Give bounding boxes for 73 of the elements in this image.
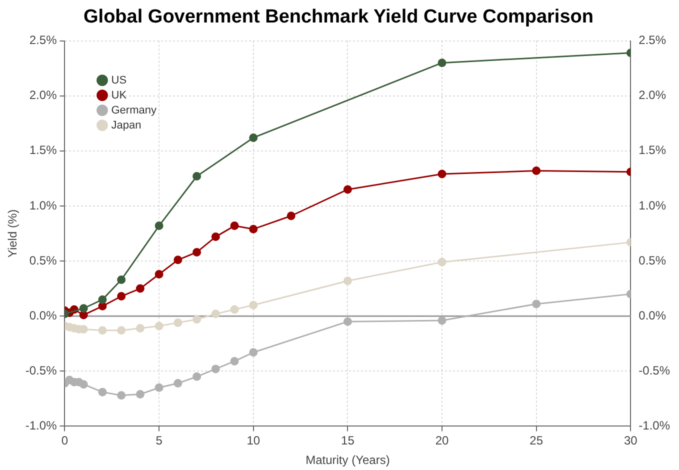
point [154, 270, 164, 278]
y-tick-label: 1.5% [29, 143, 58, 158]
y-axis-title: Yield (%) [6, 209, 20, 258]
y2-tick-label: -1.0% [638, 418, 670, 433]
point [211, 232, 220, 242]
legend-label: Germany [111, 104, 157, 116]
x-tick-label: 5 [156, 434, 163, 448]
point [230, 356, 239, 366]
point [117, 391, 126, 400]
point [249, 133, 258, 142]
point [117, 326, 126, 335]
point [192, 372, 202, 381]
y-tick-label: -1.0% [25, 418, 58, 433]
y2-tick-label: 0.5% [638, 253, 666, 268]
point [343, 185, 352, 194]
point [532, 166, 541, 175]
x-tick-label: 15 [341, 434, 355, 448]
point [174, 379, 182, 388]
y2-tick-label: 1.0% [638, 198, 666, 212]
x-axis-title: Maturity (Years) [306, 453, 390, 468]
point [343, 317, 352, 326]
point [154, 383, 164, 392]
point [230, 305, 239, 314]
x-tick-label: 0 [61, 434, 68, 448]
x-tick-label: 25 [530, 434, 544, 448]
point [154, 222, 164, 230]
point [211, 364, 220, 374]
point [136, 284, 144, 293]
y-tick-label: 2.0% [29, 88, 58, 102]
point [98, 295, 107, 304]
y2-tick-label: 2.5% [638, 33, 666, 48]
x-tick-label: 20 [435, 434, 450, 448]
y2-tick-label: 2.0% [638, 88, 666, 102]
y-tick-label: -0.5% [25, 363, 58, 378]
legend-label: US [111, 74, 127, 86]
point [98, 326, 107, 335]
point [192, 172, 202, 180]
point [117, 276, 126, 284]
point [286, 212, 296, 220]
point [174, 256, 182, 264]
point [174, 318, 182, 327]
point [192, 248, 202, 256]
point [249, 300, 258, 310]
point [438, 316, 446, 325]
y-tick-label: 2.5% [29, 33, 58, 48]
point [249, 348, 258, 357]
point [230, 222, 239, 230]
y-tick-label: 0.5% [29, 253, 58, 268]
point [136, 390, 144, 399]
chart-title: Global Government Benchmark Yield Curve Comparison [84, 6, 594, 28]
point [438, 170, 446, 178]
y-tick-label: 0.0% [29, 308, 58, 322]
point [438, 58, 446, 68]
point [154, 322, 164, 330]
point [79, 304, 88, 313]
point [438, 258, 446, 266]
legend-label: Japan [111, 119, 142, 132]
point [79, 380, 88, 389]
point [343, 276, 352, 286]
point [211, 310, 220, 318]
point [117, 292, 126, 301]
x-tick-label: 30 [624, 434, 638, 448]
y2-tick-label: 0.0% [638, 308, 666, 322]
point [136, 324, 144, 332]
x-tick-label: 10 [246, 434, 260, 448]
point [249, 224, 258, 234]
y2-tick-label: -0.5% [638, 363, 670, 378]
point [532, 300, 541, 308]
y2-tick-label: 1.5% [638, 143, 666, 158]
y-tick-label: 1.0% [29, 198, 58, 212]
legend-label: UK [111, 89, 128, 102]
point [98, 388, 107, 396]
point [192, 315, 202, 324]
